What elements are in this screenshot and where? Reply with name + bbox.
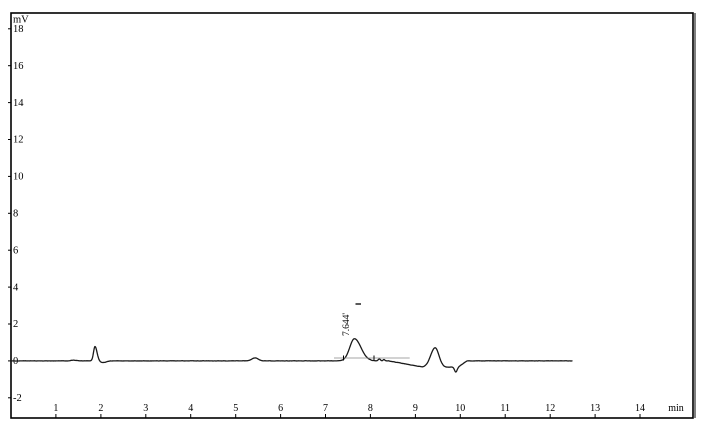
- svg-text:5: 5: [233, 403, 238, 414]
- svg-text:10: 10: [13, 172, 24, 183]
- svg-text:-2: -2: [13, 393, 22, 404]
- svg-text:13: 13: [590, 403, 600, 414]
- svg-text:12: 12: [13, 135, 24, 146]
- svg-text:10: 10: [455, 403, 465, 414]
- svg-text:4: 4: [13, 282, 19, 293]
- svg-text:1: 1: [53, 403, 58, 414]
- svg-text:12: 12: [545, 403, 555, 414]
- svg-text:7: 7: [323, 403, 328, 414]
- svg-text:4: 4: [188, 403, 193, 414]
- svg-text:16: 16: [13, 61, 24, 72]
- svg-text:14: 14: [635, 403, 645, 414]
- svg-text:8: 8: [13, 209, 18, 220]
- svg-text:6: 6: [13, 245, 18, 256]
- svg-text:11: 11: [500, 403, 510, 414]
- svg-text:9: 9: [413, 403, 418, 414]
- svg-text:3: 3: [143, 403, 148, 414]
- svg-text:6: 6: [278, 403, 283, 414]
- svg-text:min: min: [668, 403, 684, 414]
- svg-text:2: 2: [13, 319, 18, 330]
- svg-text:7.644': 7.644': [342, 313, 352, 336]
- svg-text:18: 18: [13, 24, 24, 35]
- svg-text:2: 2: [98, 403, 103, 414]
- svg-text:14: 14: [13, 98, 24, 109]
- svg-text:8: 8: [368, 403, 373, 414]
